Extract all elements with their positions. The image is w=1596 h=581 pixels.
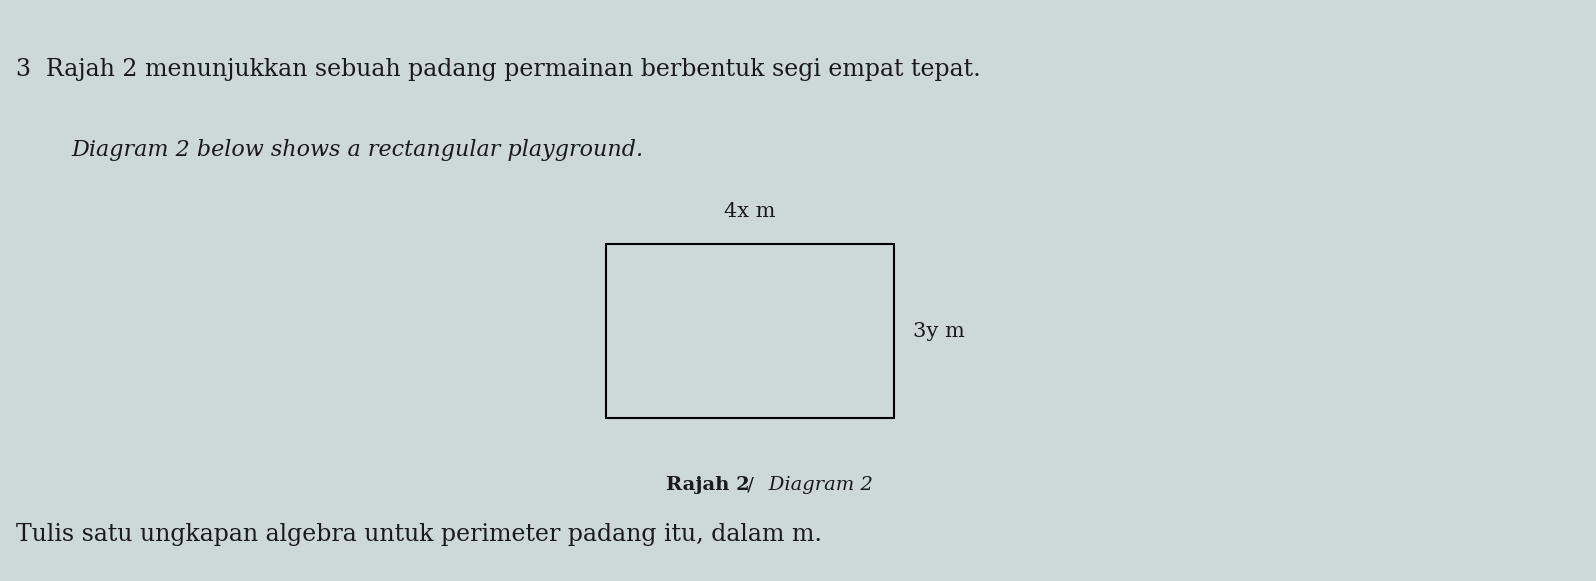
Bar (606, 244, 894, 418)
Text: 4x m: 4x m (725, 202, 776, 221)
Text: 3y m: 3y m (913, 322, 966, 340)
Text: Tulis satu ungkapan algebra untuk perimeter padang itu, dalam m.: Tulis satu ungkapan algebra untuk perime… (16, 523, 822, 546)
Text: /: / (741, 476, 760, 494)
Text: Diagram 2 below shows a rectangular playground.: Diagram 2 below shows a rectangular play… (72, 139, 643, 162)
Text: 3  Rajah 2 menunjukkan sebuah padang permainan berbentuk segi empat tepat.: 3 Rajah 2 menunjukkan sebuah padang perm… (16, 58, 980, 81)
Text: Rajah 2: Rajah 2 (667, 476, 750, 494)
Text: Diagram 2: Diagram 2 (750, 476, 873, 494)
